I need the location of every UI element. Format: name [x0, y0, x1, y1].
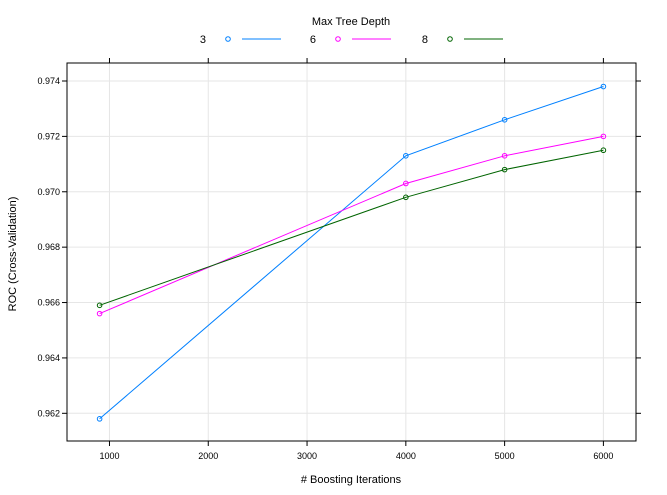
series-line-3	[99, 86, 604, 420]
data-point-8	[403, 194, 409, 201]
axes: 1000 2000 3000 4000 5000 6000 0.962 0.964 0.966 0…	[37, 58, 641, 461]
y-tick-label: 0.964	[37, 353, 60, 363]
series-line-6	[99, 135, 604, 315]
legend-label-8: 8	[422, 34, 428, 46]
y-axis-title: ROC (Cross-Validation)	[7, 197, 19, 312]
legend-point-8	[447, 36, 453, 42]
data-point-3	[501, 116, 508, 123]
legend-label-6: 6	[310, 34, 316, 46]
y-tick-label: 0.968	[37, 242, 60, 252]
legend-point-3	[225, 36, 231, 42]
y-tick-label: 0.970	[37, 187, 60, 197]
x-tick-label: 5000	[495, 451, 515, 461]
data-point-3	[96, 416, 103, 422]
data-point-8	[501, 166, 508, 173]
y-tick-label: 0.974	[37, 76, 60, 86]
y-tick-label: 0.966	[37, 298, 60, 308]
plot-lines	[96, 83, 607, 422]
series-line-8	[99, 149, 604, 306]
data-point-6	[96, 310, 103, 317]
data-point-6	[501, 152, 508, 159]
data-point-8	[96, 302, 103, 309]
x-tick-label: 6000	[593, 451, 613, 461]
data-point-8	[600, 147, 607, 154]
grid	[67, 63, 636, 441]
legend: Max Tree Depth 3 6 8	[200, 16, 503, 46]
legend-point-6	[335, 36, 341, 42]
data-point-3	[600, 83, 607, 90]
x-tick-label: 4000	[396, 451, 416, 461]
y-tick-label: 0.962	[37, 408, 60, 418]
legend-label-3: 3	[200, 34, 206, 46]
x-tick-label: 3000	[297, 451, 317, 461]
data-point-3	[403, 152, 409, 159]
plot-frame	[66, 62, 637, 442]
y-tick-label: 0.972	[37, 131, 60, 141]
legend-title: Max Tree Depth	[312, 16, 390, 28]
data-point-6	[403, 180, 409, 187]
x-tick-label: 1000	[99, 451, 119, 461]
x-tick-label: 2000	[198, 451, 218, 461]
x-axis-title: # Boosting Iterations	[301, 474, 402, 486]
data-point-6	[600, 133, 607, 140]
